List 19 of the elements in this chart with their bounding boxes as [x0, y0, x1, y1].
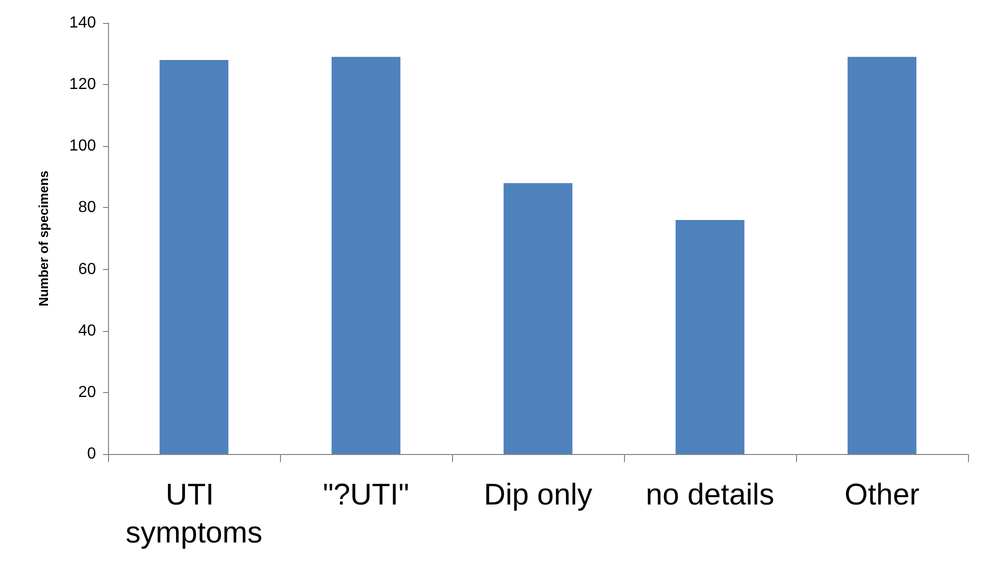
y-axis-title: Number of specimens	[36, 170, 51, 306]
x-tick-label: "?UTI"	[322, 478, 410, 512]
y-tick-label: 80	[78, 199, 96, 216]
bar	[160, 60, 228, 454]
bar	[676, 220, 744, 454]
y-tick-label: 0	[87, 446, 96, 462]
y-tick-label: 140	[69, 14, 96, 32]
y-tick-label: 60	[78, 260, 96, 278]
y-tick-label: 40	[78, 322, 96, 340]
x-tick-label: Other	[844, 478, 920, 512]
y-tick-label: 100	[69, 138, 96, 155]
bar	[332, 56, 400, 454]
x-tick-label: no details	[646, 478, 774, 512]
bar	[848, 56, 916, 454]
y-tick-label: 120	[69, 76, 96, 94]
bar	[504, 183, 572, 454]
y-tick-label: 20	[78, 384, 96, 401]
x-tick-label: UTI symptoms	[126, 478, 262, 550]
x-tick-label: Dip only	[484, 478, 592, 512]
